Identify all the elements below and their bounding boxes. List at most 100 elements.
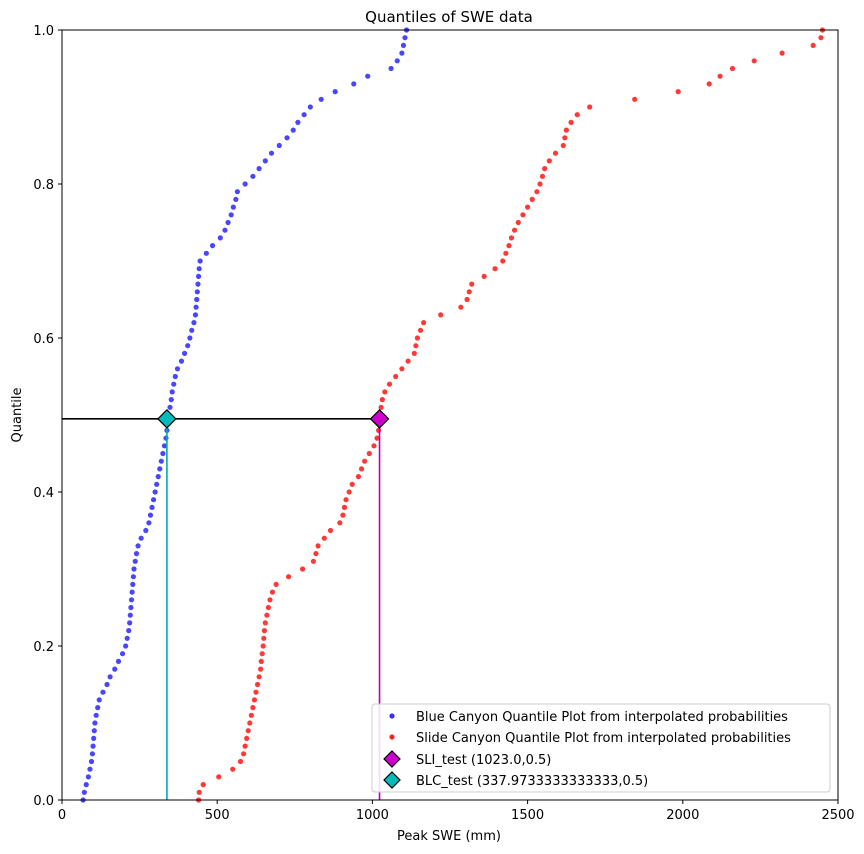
data-point (351, 81, 357, 87)
data-point (91, 728, 97, 734)
data-point (414, 335, 421, 341)
data-point (216, 774, 222, 780)
data-point (182, 350, 188, 356)
data-point (313, 551, 319, 557)
diamond-marker-0 (369, 409, 390, 429)
data-point (155, 474, 161, 480)
data-point (268, 150, 275, 156)
data-point (332, 89, 338, 95)
data-point (195, 281, 201, 287)
data-point (276, 142, 282, 149)
data-point (508, 235, 515, 241)
data-point (197, 258, 203, 264)
data-point (273, 581, 279, 588)
data-point (260, 643, 266, 649)
data-point (346, 489, 352, 495)
data-point (87, 766, 93, 772)
data-point (191, 320, 197, 326)
data-point (168, 397, 174, 403)
data-point (258, 666, 264, 672)
data-point (632, 96, 638, 102)
data-point (295, 119, 301, 125)
data-point (265, 604, 272, 611)
data-point (466, 289, 472, 295)
data-point (247, 720, 253, 726)
legend-marker-label-0: SLI_test (1023.0,0.5) (416, 753, 551, 768)
data-point (132, 558, 138, 564)
data-point (187, 335, 193, 341)
x-tick-label: 1000 (356, 808, 389, 823)
y-tick-label: 0.2 (33, 640, 54, 655)
data-point (379, 397, 385, 403)
data-point (310, 558, 317, 564)
data-point (154, 481, 160, 487)
data-point (254, 681, 261, 688)
data-point (267, 597, 273, 603)
data-point (90, 743, 96, 749)
data-point (534, 189, 540, 195)
legend: Blue Canyon Quantile Plot from interpola… (371, 703, 831, 793)
data-point (318, 96, 324, 102)
data-point (119, 651, 126, 657)
x-axis: 0 500 1000 1500 2000 2500 (58, 800, 855, 823)
data-point (92, 720, 98, 726)
data-point (262, 620, 268, 626)
data-point (560, 142, 566, 149)
data-point (539, 173, 546, 179)
data-point (129, 589, 135, 595)
data-point (438, 312, 444, 318)
data-point (169, 389, 175, 395)
data-point (83, 782, 89, 788)
data-point (469, 281, 475, 287)
data-point (138, 535, 144, 541)
data-point (193, 304, 199, 310)
x-tick-label: 2000 (666, 808, 699, 823)
series-1 (195, 27, 826, 803)
data-point (393, 373, 399, 380)
data-point (195, 273, 202, 279)
data-point (149, 504, 155, 510)
data-point (127, 620, 133, 626)
x-tick-label: 1500 (511, 808, 544, 823)
data-point (133, 551, 140, 557)
diamond-marker-1 (157, 409, 177, 429)
data-point (307, 104, 313, 110)
data-point (107, 674, 113, 680)
legend-diamond-0 (383, 750, 401, 768)
data-point (717, 73, 723, 79)
data-point (152, 489, 158, 495)
data-point (85, 774, 91, 780)
data-point (542, 166, 548, 172)
data-point (126, 628, 132, 634)
data-point (250, 173, 256, 179)
data-point (234, 189, 240, 195)
data-point (222, 227, 228, 233)
data-point (150, 497, 157, 503)
data-point (81, 789, 87, 795)
data-point (256, 166, 262, 172)
data-point (192, 312, 199, 318)
data-point (248, 712, 254, 718)
legend-label-1: Slide Canyon Quantile Plot from interpol… (416, 731, 791, 746)
plot-area (62, 27, 826, 803)
data-point (399, 366, 405, 372)
data-point (185, 343, 191, 349)
series-0 (80, 27, 410, 803)
data-point (458, 304, 464, 310)
data-point (417, 327, 424, 333)
data-point (163, 435, 169, 441)
data-point (399, 50, 405, 56)
data-point (382, 389, 388, 395)
data-point (242, 743, 248, 749)
x-tick-label: 0 (58, 808, 66, 823)
data-point (413, 343, 419, 349)
data-point (562, 135, 568, 141)
data-point (366, 450, 372, 457)
data-point (374, 435, 380, 441)
data-point (172, 373, 178, 380)
data-point (520, 212, 526, 218)
data-point (301, 112, 307, 118)
data-point (225, 219, 231, 226)
data-point (503, 250, 509, 256)
